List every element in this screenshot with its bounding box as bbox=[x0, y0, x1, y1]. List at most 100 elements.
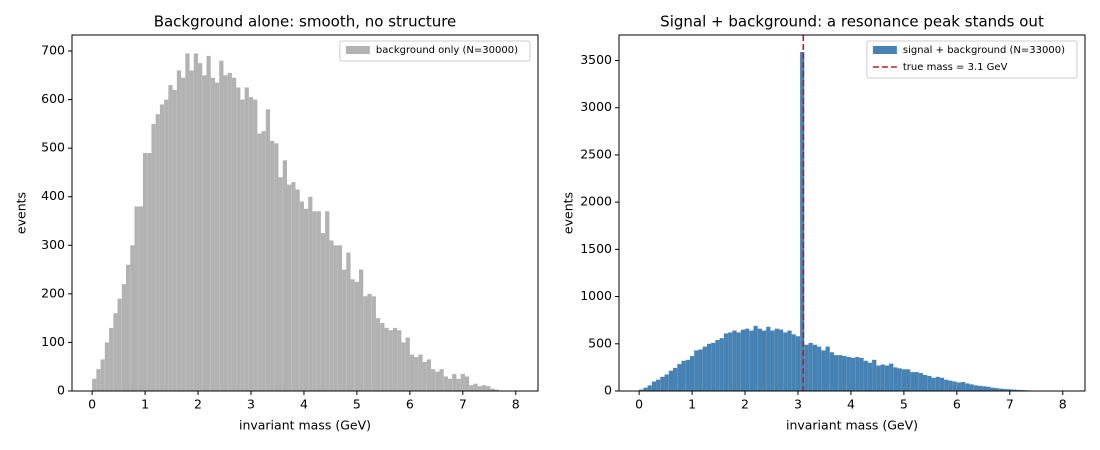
x-tick-label: 3 bbox=[247, 397, 255, 412]
bar bbox=[965, 383, 970, 391]
bar bbox=[227, 72, 232, 391]
bar bbox=[265, 109, 271, 391]
bar bbox=[270, 140, 275, 391]
bar bbox=[405, 337, 410, 391]
bar bbox=[350, 279, 355, 391]
bar bbox=[935, 376, 940, 391]
bar bbox=[808, 342, 813, 391]
bar bbox=[388, 330, 393, 391]
bar bbox=[261, 131, 266, 392]
bar bbox=[889, 363, 894, 391]
y-tick-label: 300 bbox=[41, 237, 65, 252]
legend-box bbox=[339, 40, 531, 62]
bar bbox=[219, 60, 224, 392]
bar bbox=[253, 99, 258, 391]
legend-label: background only (N=30000) bbox=[376, 45, 518, 56]
bar bbox=[231, 77, 237, 391]
bar bbox=[447, 378, 453, 391]
bar bbox=[244, 87, 249, 391]
bar bbox=[664, 374, 669, 391]
bar bbox=[164, 99, 169, 391]
bar bbox=[172, 89, 177, 391]
bar bbox=[838, 355, 843, 391]
bar bbox=[715, 340, 720, 391]
chart-title: Background alone: smooth, no structure bbox=[154, 13, 457, 31]
bar bbox=[956, 382, 962, 391]
x-tick-label: 4 bbox=[847, 397, 855, 412]
bar bbox=[443, 376, 448, 391]
legend-label: signal + background (N=33000) bbox=[903, 45, 1065, 56]
bar bbox=[660, 376, 665, 391]
bar bbox=[490, 388, 495, 391]
bar bbox=[973, 385, 979, 391]
bar bbox=[278, 177, 283, 391]
bar bbox=[812, 344, 818, 391]
bar bbox=[363, 296, 368, 391]
bar bbox=[1016, 389, 1021, 391]
bar bbox=[863, 360, 868, 391]
chart-title: Signal + background: a resonance peak st… bbox=[660, 13, 1044, 31]
x-tick-label: 7 bbox=[459, 397, 467, 412]
y-tick-label: 500 bbox=[41, 140, 65, 155]
x-tick-label: 8 bbox=[1059, 397, 1067, 412]
bar bbox=[668, 370, 674, 391]
bar bbox=[151, 123, 156, 392]
bar bbox=[320, 233, 326, 391]
x-tick-label: 1 bbox=[688, 397, 696, 412]
bar bbox=[130, 245, 135, 391]
bar bbox=[787, 330, 792, 391]
legend-label: true mass = 3.1 GeV bbox=[903, 62, 1008, 73]
bar bbox=[833, 355, 839, 391]
bar bbox=[749, 330, 754, 391]
bar bbox=[155, 114, 160, 392]
bar bbox=[757, 328, 762, 391]
bar bbox=[791, 334, 796, 391]
bar bbox=[138, 206, 143, 391]
bar bbox=[240, 99, 245, 391]
bar bbox=[121, 284, 127, 391]
bar bbox=[367, 293, 372, 391]
bar bbox=[176, 70, 182, 392]
bar bbox=[401, 342, 406, 391]
bar bbox=[800, 51, 805, 392]
bar bbox=[329, 240, 334, 391]
bar bbox=[189, 70, 194, 392]
bar bbox=[918, 373, 923, 391]
bar bbox=[236, 87, 241, 391]
x-tick-label: 5 bbox=[353, 397, 361, 412]
y-tick-label: 0 bbox=[604, 383, 612, 398]
x-axis-label: invariant mass (GeV) bbox=[786, 418, 918, 433]
y-axis-label: events bbox=[561, 192, 576, 234]
bar bbox=[431, 369, 436, 391]
bar bbox=[380, 323, 385, 391]
bar bbox=[651, 381, 657, 391]
bar bbox=[656, 379, 661, 391]
bar bbox=[316, 211, 321, 391]
bar bbox=[643, 387, 648, 391]
bar bbox=[481, 385, 487, 391]
bar bbox=[464, 376, 470, 391]
y-axis-label: events bbox=[14, 192, 29, 234]
bar bbox=[392, 327, 398, 391]
axes-frame bbox=[71, 34, 539, 392]
bar bbox=[982, 386, 987, 391]
bar bbox=[677, 364, 682, 391]
y-tick-label: 0 bbox=[57, 383, 65, 398]
bar bbox=[113, 313, 118, 391]
bar bbox=[931, 377, 936, 391]
y-tick-label: 3500 bbox=[580, 52, 612, 67]
bar bbox=[100, 359, 105, 391]
bar bbox=[422, 361, 427, 391]
bar bbox=[384, 327, 389, 391]
bar bbox=[452, 374, 457, 391]
bar bbox=[185, 53, 190, 392]
bar bbox=[685, 359, 690, 391]
bar bbox=[639, 389, 644, 391]
bar bbox=[969, 384, 974, 391]
bar bbox=[939, 377, 945, 391]
x-tick-label: 1 bbox=[141, 397, 149, 412]
bar bbox=[142, 153, 148, 391]
bar bbox=[286, 184, 292, 391]
bar bbox=[1003, 389, 1008, 391]
bar bbox=[248, 97, 254, 391]
